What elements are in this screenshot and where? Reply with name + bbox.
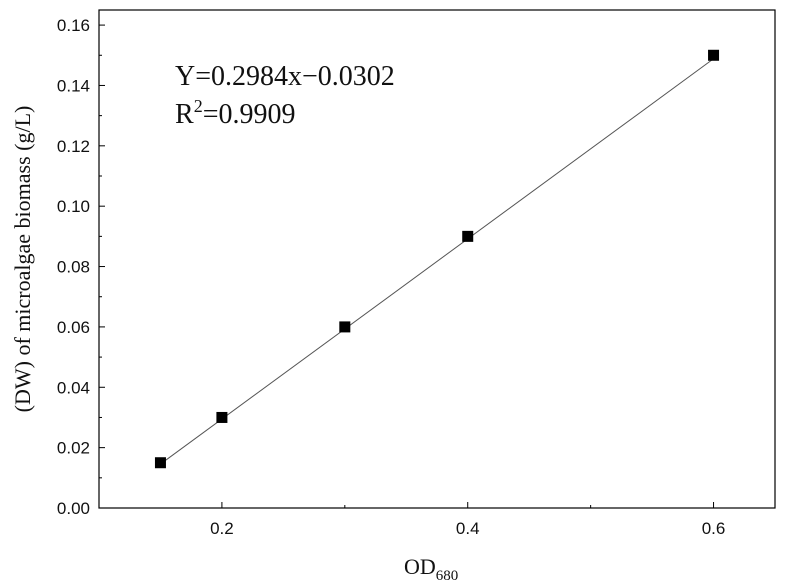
data-points <box>154 49 720 469</box>
data-point <box>339 321 351 333</box>
plot-frame <box>98 9 776 509</box>
y-tick-label: 0.16 <box>57 16 90 35</box>
y-axis-title: (DW) of microalgae biomass (g/L) <box>10 106 35 413</box>
x-tick-label: 0.4 <box>456 519 480 538</box>
x-axis-title: OD680 <box>404 554 458 584</box>
y-tick-label: 0.08 <box>57 258 90 277</box>
y-tick-label: 0.06 <box>57 318 90 337</box>
x-axis-title-main: OD <box>404 554 436 579</box>
y-tick-label: 0.14 <box>57 76 90 95</box>
y-tick-label: 0.02 <box>57 439 90 458</box>
regression-line <box>160 58 714 465</box>
data-point <box>462 230 474 242</box>
data-point <box>216 411 228 423</box>
data-point <box>708 49 720 61</box>
equation-annotation: Y=0.2984x−0.0302 <box>175 61 395 92</box>
x-tick-label: 0.2 <box>210 519 234 538</box>
r-squared-superscript: 2 <box>194 96 203 116</box>
x-axis-title-subscript: 680 <box>436 568 459 584</box>
y-tick-label: 0.12 <box>57 137 90 156</box>
data-point <box>154 457 166 469</box>
r-squared-prefix: R <box>175 99 194 130</box>
r-squared-annotation: R2=0.9909 <box>175 96 295 130</box>
y-tick-label: 0.10 <box>57 197 90 216</box>
y-tick-label: 0.04 <box>57 378 90 397</box>
y-axis: 0.00 0.02 0.04 0.06 0.08 0.10 0.12 0.14 0.16 <box>57 16 105 518</box>
x-tick-label: 0.6 <box>702 519 726 538</box>
r-squared-value: =0.9909 <box>203 99 296 130</box>
x-axis: 0.2 0.4 0.6 <box>98 502 726 538</box>
y-tick-label: 0.00 <box>57 499 90 518</box>
